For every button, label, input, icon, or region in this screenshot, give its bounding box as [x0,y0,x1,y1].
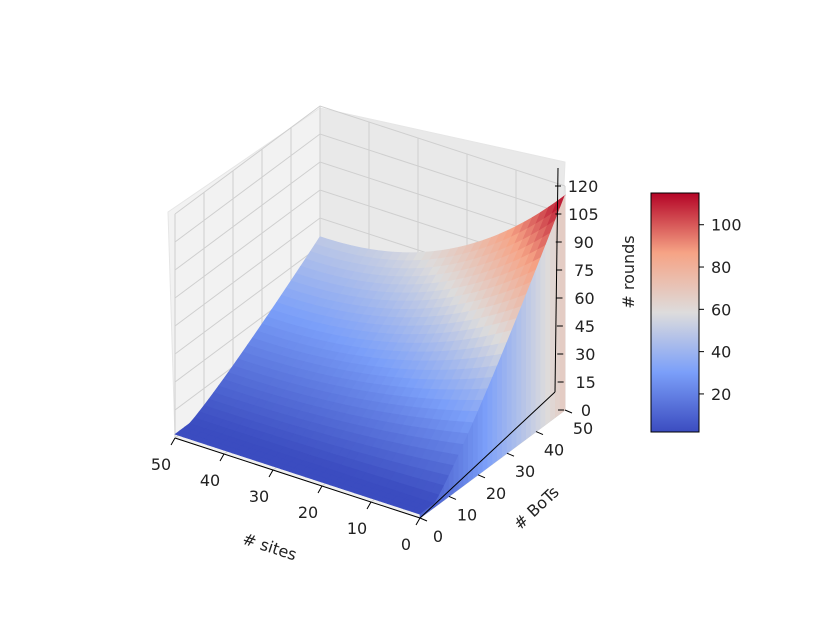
z-axis-ticks: 0 15 30 45 60 75 90 105 120 [555,177,599,420]
z-tick-label: 45 [575,317,595,336]
colorbar-tick-label: 100 [711,216,742,235]
colorbar-tick-label: 40 [711,343,731,362]
surface-side-patch [521,294,527,443]
z-grid-line [174,133,566,243]
z-tick-label: 0 [581,401,591,420]
x-tick-mark [219,453,225,462]
y-tick-label: 0 [433,527,443,546]
colorbar-tick-label: 80 [711,258,731,277]
colorbar-tick-label: 20 [711,385,731,404]
surface-side-patch [559,195,566,415]
y-tick-mark [564,409,573,414]
y-tick-label: 10 [457,505,477,524]
colorbar-tick-label: 60 [711,300,731,319]
x-tick-label: 40 [200,471,220,490]
x-tick-label: 30 [249,487,269,506]
y-axis-line [419,391,556,519]
z-tick-label: 105 [568,205,599,224]
x-axis-label: # sites [240,529,299,564]
colorbar-ticks: 20 40 60 80 100 [699,216,742,404]
z-tick-label: 90 [574,233,594,252]
x-tick-mark [366,501,372,510]
z-grid-line [174,105,566,215]
z-tick-label: 120 [568,177,599,196]
y-tick-mark [535,431,544,436]
y-axis-label: # BoTs [510,482,563,533]
x-axis-line [174,437,421,519]
z-tick-label: 60 [574,289,594,308]
surface-plot [174,194,566,519]
y-tick-mark [506,452,515,457]
x-tick-label: 0 [401,535,411,554]
x-tick-mark [268,469,274,478]
y-tick-label: 40 [544,441,564,460]
surface-side-patch [545,232,551,425]
colorbar-fill [650,192,700,433]
y-axis-ticks: 0 10 20 30 40 50 [419,409,593,546]
z-tick-label: 15 [575,373,595,392]
z-tick-label: 30 [575,345,595,364]
x-tick-mark [317,485,323,494]
y-tick-label: 50 [573,419,593,438]
x-tick-label: 10 [347,519,367,538]
surface-side-patch [468,422,474,483]
z-grid-line [174,161,566,271]
z-axis-label: # rounds [619,235,638,308]
surface-side-patch [540,245,546,429]
y-tick-label: 30 [515,462,535,481]
x-tick-label: 50 [151,455,171,474]
x-axis-ticks: 50 40 30 20 10 0 [151,437,421,554]
y-tick-mark [477,474,486,479]
z-axis-line [554,167,559,393]
axis-edges [174,167,559,519]
y-tick-label: 20 [486,484,506,503]
colorbar: 20 40 60 80 100 [650,192,742,433]
x-tick-mark [170,437,176,446]
x-tick-mark [415,517,421,526]
y-tick-mark [448,495,457,500]
surface-side-patch [497,353,503,461]
y-tick-mark [419,517,428,522]
x-tick-label: 20 [298,503,318,522]
z-tick-label: 75 [574,261,594,280]
